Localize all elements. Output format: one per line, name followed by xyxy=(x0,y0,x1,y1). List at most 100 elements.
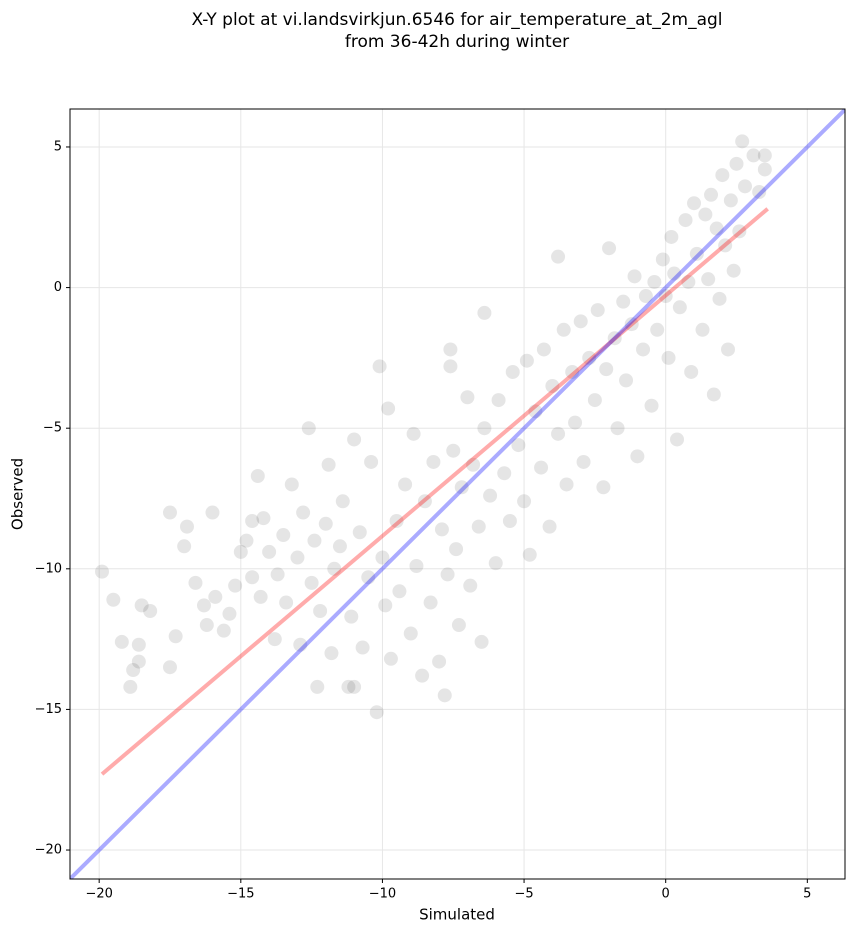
point xyxy=(678,213,693,228)
x-tick-label: −10 xyxy=(369,887,396,902)
point xyxy=(757,148,772,163)
chart-title: X-Y plot at vi.landsvirkjun.6546 for air… xyxy=(191,10,722,30)
point xyxy=(511,438,526,453)
point xyxy=(454,480,469,495)
point xyxy=(624,317,639,332)
fit-line xyxy=(100,207,769,776)
point xyxy=(551,426,566,441)
point xyxy=(222,606,237,621)
point xyxy=(471,519,486,534)
point xyxy=(372,359,387,374)
point xyxy=(276,528,291,543)
point xyxy=(522,547,537,562)
point xyxy=(463,578,478,593)
point xyxy=(250,469,265,484)
point xyxy=(361,570,376,585)
point xyxy=(474,634,489,649)
point xyxy=(188,575,203,590)
point xyxy=(131,654,146,669)
point xyxy=(423,595,438,610)
point xyxy=(738,179,753,194)
point xyxy=(488,556,503,571)
point xyxy=(636,342,651,357)
point xyxy=(712,291,727,306)
y-tick-label: 5 xyxy=(54,139,62,154)
point xyxy=(347,679,362,694)
point xyxy=(491,393,506,408)
point xyxy=(162,505,177,520)
point xyxy=(573,314,588,329)
point xyxy=(409,558,424,573)
fit-line xyxy=(70,109,845,879)
point xyxy=(293,637,308,652)
point xyxy=(440,567,455,582)
point xyxy=(126,663,141,678)
point xyxy=(502,513,517,528)
point xyxy=(95,564,110,579)
point xyxy=(460,390,475,405)
point xyxy=(709,221,724,236)
point xyxy=(735,134,750,149)
point xyxy=(443,342,458,357)
point xyxy=(205,505,220,520)
y-axis-label: Observed xyxy=(9,458,27,530)
point xyxy=(616,294,631,309)
point xyxy=(568,415,583,430)
y-tick-label: −10 xyxy=(35,561,62,576)
point xyxy=(432,654,447,669)
point xyxy=(451,618,466,633)
point xyxy=(752,184,767,199)
point xyxy=(267,632,282,647)
point xyxy=(369,705,384,720)
point xyxy=(726,263,741,278)
point xyxy=(398,477,413,492)
point xyxy=(715,168,730,183)
point xyxy=(627,269,642,284)
point xyxy=(426,454,441,469)
point xyxy=(599,362,614,377)
y-tick-label: −20 xyxy=(35,843,62,858)
point xyxy=(216,623,231,638)
point xyxy=(381,401,396,416)
point xyxy=(355,640,370,655)
point xyxy=(239,533,254,548)
point xyxy=(318,516,333,531)
point xyxy=(417,494,432,509)
point xyxy=(256,511,271,526)
point xyxy=(177,539,192,554)
point xyxy=(701,272,716,287)
point xyxy=(672,300,687,315)
point xyxy=(718,238,733,253)
point xyxy=(556,322,571,337)
point xyxy=(245,570,260,585)
point xyxy=(596,480,611,495)
point xyxy=(723,193,738,208)
point xyxy=(757,162,772,177)
point xyxy=(721,342,736,357)
point xyxy=(344,609,359,624)
point xyxy=(284,477,299,492)
point xyxy=(270,567,285,582)
point xyxy=(437,688,452,703)
point xyxy=(587,393,602,408)
point xyxy=(638,289,653,304)
point xyxy=(296,505,311,520)
x-tick-label: 5 xyxy=(803,887,811,902)
point xyxy=(415,668,430,683)
point xyxy=(446,443,461,458)
point xyxy=(644,398,659,413)
point xyxy=(545,379,560,394)
point xyxy=(279,595,294,610)
point xyxy=(443,359,458,374)
point xyxy=(304,575,319,590)
point xyxy=(610,421,625,436)
point xyxy=(664,229,679,244)
point xyxy=(262,544,277,559)
point xyxy=(519,353,534,368)
point xyxy=(582,350,597,365)
point xyxy=(667,266,682,281)
point xyxy=(134,598,149,613)
point xyxy=(313,603,328,618)
point xyxy=(324,646,339,661)
point xyxy=(602,241,617,256)
